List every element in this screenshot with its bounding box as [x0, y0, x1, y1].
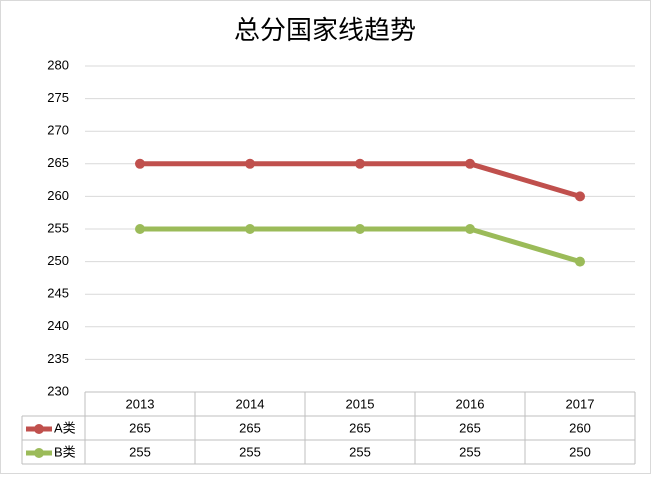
y-tick-label: 260	[47, 188, 69, 203]
data-point	[465, 224, 475, 234]
table-value: 265	[129, 420, 151, 435]
legend-label: B类	[54, 444, 76, 459]
y-tick-label: 240	[47, 318, 69, 333]
table-value: 265	[349, 420, 371, 435]
y-tick-label: 235	[47, 351, 69, 366]
y-tick-label: 270	[47, 123, 69, 138]
y-tick-label: 255	[47, 220, 69, 235]
legend-key-marker	[34, 424, 44, 434]
legend-key-marker	[34, 448, 44, 458]
table-value: 250	[569, 444, 591, 459]
legend-label: A类	[54, 420, 76, 435]
table-value: 265	[239, 420, 261, 435]
data-point	[465, 158, 475, 169]
y-tick-label: 230	[47, 383, 69, 398]
table-value: 255	[129, 444, 151, 459]
data-point	[135, 158, 145, 169]
data-point	[355, 158, 365, 169]
table-value: 255	[239, 444, 261, 459]
table-value: 260	[569, 420, 591, 435]
x-tick-label: 2016	[456, 396, 485, 411]
x-tick-label: 2015	[346, 396, 375, 411]
x-tick-label: 2017	[566, 396, 595, 411]
y-tick-label: 280	[47, 57, 69, 72]
x-tick-label: 2013	[126, 396, 155, 411]
y-tick-label: 245	[47, 286, 69, 301]
x-tick-label: 2014	[236, 396, 265, 411]
data-point	[355, 224, 365, 234]
data-point	[245, 158, 255, 169]
y-tick-label: 265	[47, 155, 69, 170]
data-point	[245, 224, 255, 234]
y-tick-label: 250	[47, 253, 69, 268]
chart-title: 总分国家线趋势	[234, 15, 416, 45]
y-tick-label: 275	[47, 90, 69, 105]
data-point	[135, 224, 145, 234]
table-value: 255	[349, 444, 371, 459]
data-point	[575, 191, 585, 202]
data-point	[575, 256, 585, 267]
table-value: 255	[459, 444, 481, 459]
table-value: 265	[459, 420, 481, 435]
